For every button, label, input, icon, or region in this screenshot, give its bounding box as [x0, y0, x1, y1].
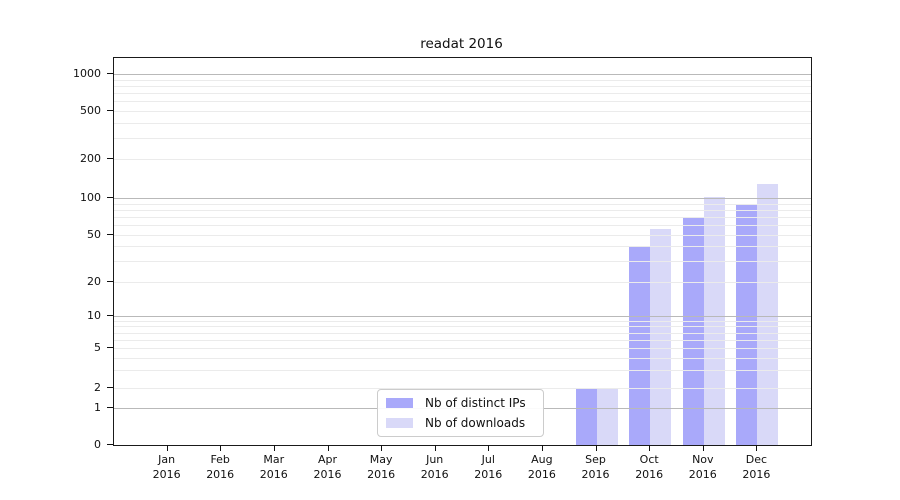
y-tick-mark — [107, 387, 113, 388]
gridline-minor — [114, 122, 811, 124]
y-tick-label: 500 — [80, 103, 101, 117]
gridline-minor — [114, 85, 811, 87]
y-tick-mark — [107, 110, 113, 111]
x-tick-label-nov: Nov 2016 — [688, 453, 717, 481]
y-tick-label: 100 — [80, 190, 101, 204]
y-tick-mark — [107, 347, 113, 348]
bar-nb-of-downloads-sep — [596, 388, 618, 445]
x-tick-label-dec: Dec 2016 — [742, 453, 771, 481]
y-tick-mark — [107, 73, 113, 74]
gridline-minor — [114, 137, 811, 139]
x-tick-mark — [166, 445, 168, 451]
bar-nb-of-downloads-nov — [703, 196, 725, 445]
x-tick-mark — [488, 445, 490, 451]
gridline-minor — [114, 93, 811, 94]
legend-swatch-distinct-ips-icon — [386, 398, 413, 408]
y-tick-mark — [107, 407, 113, 408]
x-tick-label-jan: Jan 2016 — [152, 453, 181, 481]
x-tick-mark — [220, 445, 222, 451]
y-tick-label: 1 — [94, 400, 101, 414]
y-tick-mark — [107, 234, 113, 235]
y-tick-mark — [107, 197, 113, 198]
y-tick-label: 1000 — [73, 66, 101, 80]
y-tick-mark — [107, 315, 113, 316]
x-tick-mark — [595, 445, 597, 451]
y-tick-mark — [107, 281, 113, 282]
x-tick-label-feb: Feb 2016 — [206, 453, 235, 481]
chart-title: readat 2016 — [420, 36, 503, 52]
x-tick-label-may: May 2016 — [367, 453, 396, 481]
y-tick-mark — [107, 158, 113, 159]
y-tick-label: 50 — [87, 227, 101, 241]
gridline-minor — [114, 79, 811, 81]
y-tick-label: 200 — [80, 151, 101, 165]
x-tick-label-jun: Jun 2016 — [420, 453, 449, 481]
x-tick-label-aug: Aug 2016 — [527, 453, 556, 481]
bar-nb-of-distinct-ips-oct — [629, 246, 651, 445]
bar-nb-of-downloads-dec — [757, 184, 779, 445]
bar-nb-of-distinct-ips-dec — [736, 203, 758, 445]
x-tick-label-jul: Jul 2016 — [474, 453, 503, 481]
x-tick-mark — [381, 445, 383, 451]
plot-area — [113, 57, 812, 446]
y-tick-label: 20 — [87, 274, 101, 288]
y-tick-label: 5 — [94, 340, 101, 354]
x-tick-label-apr: Apr 2016 — [313, 453, 342, 481]
x-tick-label-mar: Mar 2016 — [259, 453, 288, 481]
bar-nb-of-downloads-oct — [650, 229, 672, 445]
x-tick-mark — [327, 445, 329, 451]
bar-nb-of-distinct-ips-nov — [682, 217, 704, 445]
legend-label-downloads: Nb of downloads — [425, 416, 526, 430]
bar-nb-of-distinct-ips-sep — [575, 388, 597, 445]
gridline-major — [114, 74, 811, 75]
legend: Nb of distinct IPs Nb of downloads — [377, 389, 544, 437]
y-tick-label: 0 — [94, 437, 101, 451]
gridline-minor — [114, 101, 811, 103]
x-tick-mark — [541, 445, 543, 451]
gridline-minor — [114, 159, 811, 160]
gridline-minor — [114, 111, 811, 112]
x-tick-mark — [434, 445, 436, 451]
x-tick-mark — [649, 445, 651, 451]
y-tick-label: 2 — [94, 380, 101, 394]
legend-label-distinct-ips: Nb of distinct IPs — [425, 396, 526, 410]
x-tick-label-sep: Sep 2016 — [581, 453, 610, 481]
x-tick-label-oct: Oct 2016 — [635, 453, 664, 481]
x-tick-mark — [273, 445, 275, 451]
x-tick-mark — [702, 445, 704, 451]
legend-item-downloads: Nb of downloads — [378, 416, 543, 430]
x-tick-mark — [756, 445, 758, 451]
y-tick-mark — [107, 444, 113, 445]
legend-item-distinct-ips: Nb of distinct IPs — [378, 396, 543, 410]
y-tick-label: 10 — [87, 308, 101, 322]
legend-swatch-downloads-icon — [386, 418, 413, 428]
